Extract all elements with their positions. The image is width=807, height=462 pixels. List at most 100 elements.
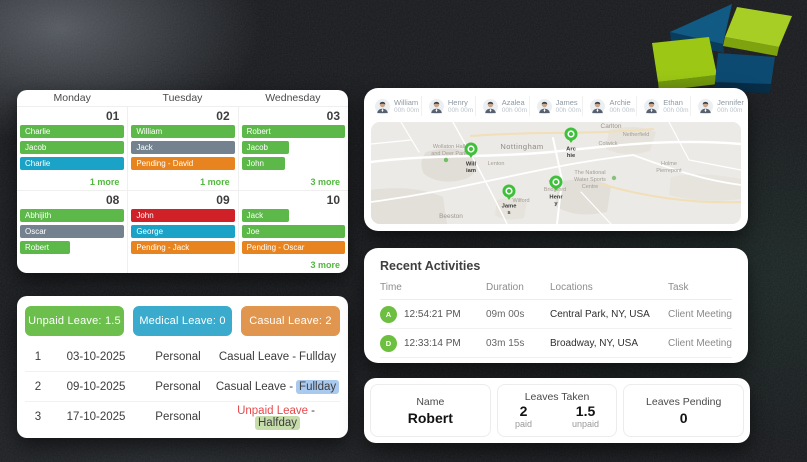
- calendar-event[interactable]: Abhijith: [20, 208, 125, 222]
- calendar-event[interactable]: George: [131, 224, 235, 238]
- calendar-cell-08[interactable]: 08 Abhijith Oscar Robert: [17, 189, 128, 274]
- member-hours: 00h 00m: [447, 107, 474, 114]
- calendar-cell-03[interactable]: 03 Robert Jacob John 3 more: [237, 106, 348, 190]
- calendar-event[interactable]: Pending - David: [131, 157, 235, 170]
- calendar-event[interactable]: Robert: [20, 240, 71, 254]
- member-name: Jennifer: [717, 98, 744, 107]
- calendar-event[interactable]: Jacob: [20, 141, 125, 154]
- calendar-event[interactable]: Oscar: [20, 224, 125, 238]
- map-pin-henry[interactable]: Henr y: [549, 175, 563, 208]
- map-pin-william[interactable]: Will iam: [464, 142, 478, 175]
- map-label: The National: [574, 170, 605, 176]
- separator: -: [292, 350, 297, 363]
- stats-panel: Name Robert Leaves Taken 2 paid 1.5 unpa…: [364, 378, 750, 443]
- member-meta: Ethan 00h 00m: [663, 98, 688, 114]
- map-poi-dots: [443, 157, 617, 181]
- calendar-event[interactable]: Charlie: [20, 157, 125, 170]
- tracker-member-azalea[interactable]: Azalea 00h 00m: [476, 96, 530, 116]
- member-name: James: [555, 98, 578, 107]
- calendar-day-headers: Monday Tuesday Wednesday: [17, 90, 348, 106]
- leave-badges: Unpaid Leave: 1.5 Medical Leave: 0 Casua…: [25, 306, 340, 336]
- more-events-link[interactable]: 1 more: [89, 176, 120, 187]
- pin-label: iam: [466, 168, 476, 174]
- map-pin-archie[interactable]: Arc hie: [564, 127, 578, 160]
- leave-table-row: 2 09-10-2025 Personal Casual Leave - Fulld…: [25, 372, 340, 402]
- tracker-member-archie[interactable]: Archie 00h 00m: [583, 96, 638, 116]
- activity-time: A 12:54:21 PM: [380, 305, 486, 323]
- leave-description: Casual Leave - Fullday: [215, 351, 340, 363]
- map-label: Carlton: [601, 123, 622, 130]
- calendar-cell-09[interactable]: 09 John George Pending - Jack: [127, 189, 238, 273]
- calendar-event[interactable]: Joe: [241, 224, 345, 238]
- member-hours: 00h 00m: [609, 107, 635, 114]
- day-header-tuesday: Tuesday: [162, 92, 203, 104]
- calendar-event[interactable]: Pending - Oscar: [241, 240, 345, 254]
- calendar-event[interactable]: Robert: [241, 125, 345, 138]
- member-hours: 00h 00m: [717, 107, 743, 114]
- calendar-date: 09: [216, 192, 230, 207]
- casual-leave-badge: Casual Leave: 2: [241, 306, 340, 336]
- leaves-taken-title: Leaves Taken: [524, 390, 590, 403]
- tracker-member-jennifer[interactable]: Jennifer 00h 00m: [691, 96, 744, 116]
- leave-table-row: 3 17-10-2025 Personal Unpaid Leave -Halfd…: [25, 402, 340, 431]
- avatar: [375, 98, 390, 114]
- calendar-cell-10[interactable]: 10 Jack Joe Pending - Oscar 3 more: [237, 189, 348, 273]
- map-label: Colwick: [599, 141, 618, 147]
- column-locations: Locations: [550, 282, 593, 293]
- leave-date: 17-10-2025: [66, 410, 126, 423]
- calendar-event[interactable]: Jack: [241, 208, 290, 222]
- day-part-label: Fullday: [296, 379, 340, 394]
- tracker-member-ethan[interactable]: Ethan 00h 00m: [637, 96, 692, 116]
- row-index: 2: [34, 380, 42, 393]
- company-logo-icon: [652, 4, 792, 93]
- calendar-event[interactable]: Jacob: [241, 141, 290, 154]
- member-name: Azalea: [501, 98, 525, 107]
- calendar-date: 01: [105, 109, 120, 123]
- map-label: Bridgford: [544, 187, 566, 193]
- activity-row: D 12:33:14 PM 03m 15s Broadway, NY, USA C…: [380, 329, 732, 358]
- calendar-event[interactable]: John: [131, 208, 235, 222]
- map-label: Holme: [661, 161, 677, 167]
- leave-category: Personal: [155, 380, 201, 393]
- map-label: Water Sports: [574, 177, 606, 183]
- map-pin-james[interactable]: Jame s: [502, 184, 518, 217]
- unpaid-leaves-value: 1.5: [575, 402, 596, 419]
- leave-type-label: Unpaid Leave: [237, 404, 309, 417]
- employee-name: Robert: [407, 409, 453, 426]
- pin-label: y: [554, 201, 558, 207]
- member-meta: James 00h 00m: [556, 98, 581, 114]
- pin-label: Will: [466, 162, 477, 168]
- activity-avatar: A: [380, 305, 397, 323]
- calendar-date: 02: [216, 109, 230, 123]
- calendar-cell-02[interactable]: 02 William Jack Pending - David 1 more: [127, 106, 238, 190]
- calendar-date: 10: [326, 192, 340, 207]
- member-meta: Henry 00h 00m: [448, 98, 473, 114]
- calendar-event[interactable]: William: [131, 125, 235, 138]
- recent-activities-title: Recent Activities: [380, 259, 481, 273]
- calendar-event[interactable]: John: [241, 157, 286, 170]
- member-hours: 00h 00m: [663, 107, 689, 114]
- activity-avatar: D: [380, 334, 397, 352]
- pin-label: Henr: [549, 195, 563, 201]
- pin-label: Arc: [566, 147, 576, 153]
- pin-label: s: [507, 210, 510, 216]
- more-events-link[interactable]: 3 more: [310, 176, 340, 187]
- more-events-link[interactable]: 3 more: [310, 260, 340, 270]
- calendar-event[interactable]: Jack: [131, 141, 235, 154]
- column-task: Task: [668, 282, 689, 293]
- map-roads: [371, 122, 741, 224]
- leave-description: Unpaid Leave -Halfday: [215, 404, 340, 430]
- live-location-map[interactable]: Wollaton Hall and Deer Park Nottingham L…: [371, 122, 741, 224]
- calendar-cell-01[interactable]: 01 Charlie Jacob Charlie 1 more: [17, 106, 128, 190]
- more-events-link[interactable]: 1 more: [200, 176, 230, 187]
- calendar-event[interactable]: Pending - Jack: [131, 240, 235, 254]
- member-hours: 00h 00m: [501, 107, 528, 114]
- tracker-member-william[interactable]: William 00h 00m: [368, 96, 422, 116]
- calendar-grid: 01 Charlie Jacob Charlie 1 more 02 Willi…: [17, 106, 348, 273]
- tracker-member-henry[interactable]: Henry 00h 00m: [422, 96, 476, 116]
- leave-description: Casual Leave - Fullday: [215, 379, 340, 394]
- calendar-event[interactable]: Charlie: [20, 125, 125, 138]
- tracker-member-james[interactable]: James 00h 00m: [530, 96, 584, 116]
- leaves-pending-title: Leaves Pending: [646, 395, 722, 408]
- activity-duration: 03m 15s: [486, 337, 525, 349]
